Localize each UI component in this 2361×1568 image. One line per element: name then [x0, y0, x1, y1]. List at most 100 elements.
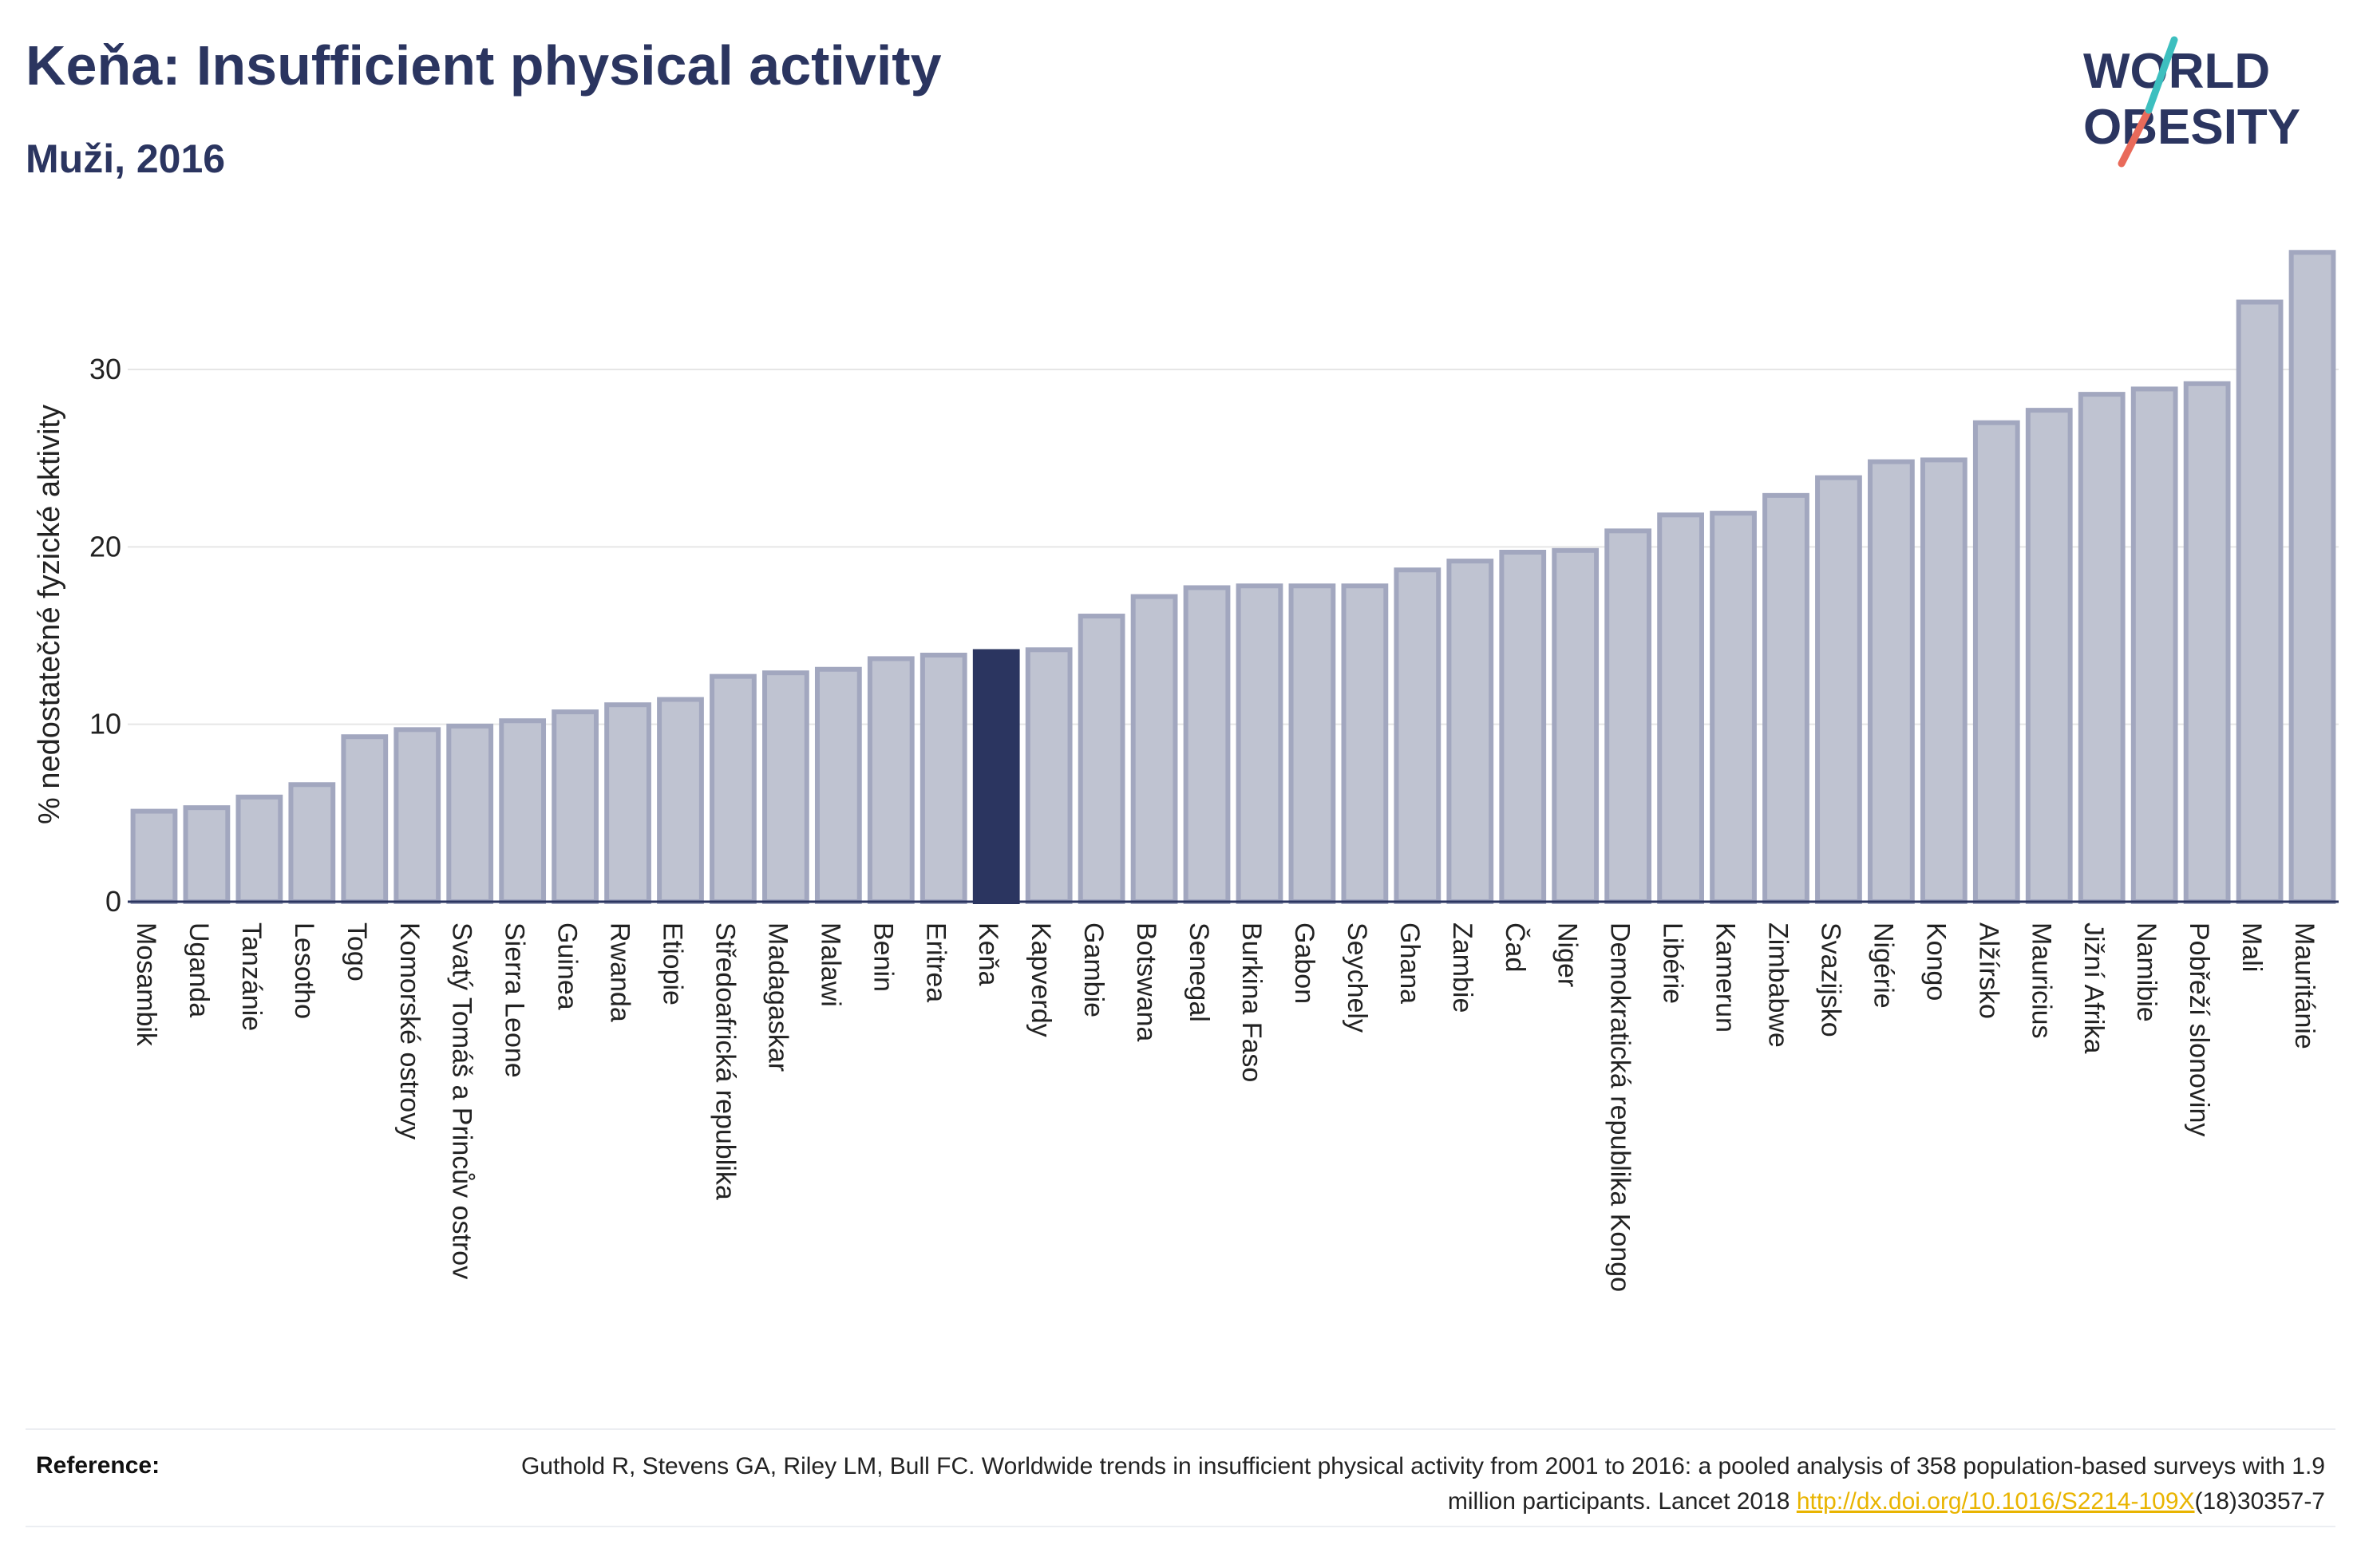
- x-tick-label: Mosambik: [131, 922, 161, 1047]
- x-tick-label: Seychely: [1342, 922, 1372, 1033]
- x-tick-label: Lesotho: [289, 922, 319, 1019]
- bar-25: [1446, 559, 1494, 904]
- x-tick-label: Senegal: [1184, 922, 1214, 1022]
- bar-29: [1657, 512, 1704, 905]
- bar-21: [1236, 583, 1283, 904]
- x-tick-label: Madagaskar: [762, 922, 793, 1072]
- x-tick-label: Ghana: [1394, 922, 1425, 1004]
- x-tick-label: Guinea: [552, 922, 583, 1010]
- bar-32: [1815, 475, 1862, 904]
- bar-37: [2078, 392, 2126, 905]
- bars: [130, 250, 2336, 905]
- x-tick-label: Rwanda: [605, 922, 635, 1022]
- bar-38: [2130, 386, 2178, 904]
- bar-0: [130, 808, 178, 904]
- logo-line1: WORLD: [2083, 44, 2270, 99]
- x-tick-label: Gabon: [1289, 922, 1319, 1004]
- bar-26: [1499, 550, 1547, 905]
- bar-40: [2236, 299, 2284, 905]
- x-tick-label: Středoafrická republika: [710, 922, 740, 1200]
- x-tick-label: Botswana: [1131, 922, 1161, 1041]
- chart-subtitle: Muži, 2016: [26, 136, 226, 181]
- bar-16: [972, 649, 1020, 904]
- bar-2: [235, 794, 283, 904]
- world-obesity-logo: WORLD OBESITY: [2083, 36, 2300, 168]
- x-tick-label: Burkina Faso: [1236, 922, 1267, 1082]
- x-tick-label: Kongo: [1920, 922, 1951, 1001]
- bar-12: [762, 670, 809, 904]
- x-tick-label: Svatý Tomáš a Princův ostrov: [447, 922, 477, 1279]
- x-tick-label: Keňa: [973, 922, 1003, 985]
- x-tick-label: Sierra Leone: [500, 922, 530, 1078]
- y-tick-label: 30: [89, 353, 121, 385]
- y-tick-label: 20: [89, 530, 121, 563]
- x-tick-label: Mali: [2236, 922, 2267, 972]
- x-tick-label: Mauricius: [2026, 922, 2056, 1038]
- bar-34: [1920, 457, 1968, 904]
- bar-36: [2025, 408, 2073, 904]
- bar-39: [2183, 381, 2231, 904]
- x-tick-label: Kamerun: [1710, 922, 1741, 1033]
- x-tick-label: Mauritánie: [2289, 922, 2319, 1049]
- bar-15: [919, 652, 967, 904]
- bar-8: [552, 709, 599, 904]
- bar-11: [710, 673, 757, 904]
- x-tick-label: Gambie: [1078, 922, 1109, 1017]
- bar-33: [1868, 459, 1915, 904]
- bar-17: [1025, 647, 1073, 905]
- x-tick-label: Uganda: [184, 922, 214, 1017]
- x-tick-label: Čad: [1500, 922, 1530, 972]
- bar-1: [183, 805, 231, 904]
- x-tick-label: Benin: [868, 922, 898, 992]
- bar-22: [1288, 583, 1336, 904]
- x-tick-label: Niger: [1552, 922, 1583, 987]
- x-tick-label: Libérie: [1658, 922, 1688, 1004]
- gridlines: [128, 369, 2339, 725]
- x-tick-label: Togo: [342, 922, 372, 981]
- bar-27: [1552, 547, 1600, 905]
- x-tick-label: Alžírsko: [1973, 922, 2003, 1019]
- chart-title: Keňa: Insufficient physical activity: [26, 34, 942, 97]
- y-tick-label: 10: [89, 708, 121, 741]
- reference-text: Guthold R, Stevens GA, Riley LM, Bull FC…: [489, 1449, 2325, 1519]
- logo-slash-teal: [2145, 36, 2178, 114]
- y-tick-label: 0: [105, 885, 121, 918]
- bar-7: [499, 718, 547, 904]
- bar-9: [604, 702, 651, 905]
- bar-6: [446, 723, 494, 905]
- bar-35: [1972, 420, 2020, 904]
- bar-24: [1394, 567, 1442, 905]
- logo-line2: OBESITY: [2083, 100, 2300, 155]
- reference-doi-link[interactable]: http://dx.doi.org/10.1016/S2214-109X: [1796, 1488, 2195, 1515]
- bar-18: [1078, 614, 1125, 904]
- x-tick-label: Svazijsko: [1815, 922, 1845, 1037]
- x-tick-label: Namibie: [2131, 922, 2161, 1022]
- x-tick-label: Komorské ostrovy: [394, 922, 425, 1139]
- bar-41: [2288, 250, 2336, 904]
- bar-13: [814, 666, 862, 904]
- bar-23: [1341, 583, 1389, 904]
- x-tick-label: Tanzánie: [236, 922, 267, 1031]
- y-axis-label: % nedostatečné fyzické aktivity: [33, 405, 66, 824]
- bar-3: [288, 782, 336, 905]
- bar-4: [341, 734, 389, 904]
- y-tick-labels: 0 10 20 30: [89, 353, 121, 918]
- x-tick-label: Eritrea: [920, 922, 951, 1002]
- x-tick-label: Jižní Afrika: [2078, 922, 2109, 1053]
- reference-divider-bottom: [26, 1526, 2335, 1527]
- reference-citation-end: (18)30357-7: [2194, 1488, 2325, 1515]
- x-tick-label: Etiopie: [658, 922, 688, 1005]
- bar-19: [1130, 594, 1178, 904]
- bar-30: [1710, 511, 1757, 905]
- x-tick-label: Pobřeží slonoviny: [2184, 922, 2214, 1136]
- x-tick-labels: Mosambik Uganda Tanzánie Lesotho Togo Komorsk…: [131, 922, 2319, 1292]
- x-tick-label: Malawi: [815, 922, 845, 1007]
- bar-28: [1604, 528, 1652, 904]
- reference-label: Reference:: [36, 1452, 160, 1479]
- bar-20: [1183, 585, 1231, 904]
- logo-slash-coral: [2118, 106, 2153, 168]
- x-tick-label: Zimbabwe: [1763, 922, 1793, 1048]
- bar-14: [867, 656, 915, 904]
- bar-5: [394, 727, 441, 904]
